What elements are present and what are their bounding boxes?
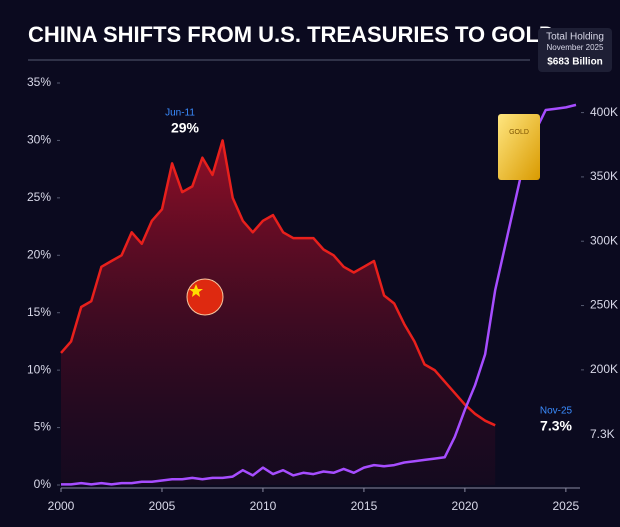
annotation: $683 Billion <box>547 57 603 68</box>
annotation: Nov-25 <box>540 406 573 417</box>
x-tick-label: 2025 <box>553 499 580 513</box>
plot: 0% 5% 10% 15% 20% 25% 30% 35% 200K 250K 300K 350K 40… <box>27 75 618 513</box>
chart-title: CHINA SHIFTS FROM U.S. TREASURIES TO GOL… <box>28 22 555 47</box>
x-tick-label: 2015 <box>351 499 378 513</box>
annotation: 29% <box>171 120 200 136</box>
y2-tick-label: 200K <box>590 362 618 376</box>
y-tick-label: 15% <box>27 305 51 319</box>
y-tick-label: 25% <box>27 190 51 204</box>
y-tick-label: 20% <box>27 247 51 261</box>
gold-bar-icon <box>498 114 540 180</box>
series-line <box>60 139 496 427</box>
china-flag-icon <box>186 278 224 316</box>
annotation: Jun-11 <box>165 108 195 119</box>
y2-tick-label: 300K <box>590 233 618 247</box>
annotation: November 2025 <box>547 43 604 52</box>
series-line <box>61 103 577 486</box>
flag-star <box>189 284 203 297</box>
y2-tick-label: 400K <box>590 105 618 119</box>
y2-tick-label: 350K <box>590 169 618 183</box>
annotation: 7.3% <box>540 418 572 434</box>
y-tick-label: 5% <box>34 420 52 434</box>
y2-tick-label: 250K <box>590 298 618 312</box>
x-tick-label: 2020 <box>452 499 479 513</box>
holding-box <box>538 28 612 72</box>
y-tick-label: 0% <box>34 477 52 491</box>
gold-bar-text: GOLD <box>509 129 529 136</box>
x-tick-label: 2005 <box>149 499 176 513</box>
x-tick-label: 2010 <box>250 499 277 513</box>
area-fill <box>61 140 496 485</box>
y-tick-label: 30% <box>27 133 51 147</box>
y-tick-label: 10% <box>27 362 51 376</box>
annotation: 7.3K <box>590 427 615 441</box>
y-tick-label: 35% <box>27 75 51 89</box>
annotation: Total Holding <box>546 32 604 43</box>
x-tick-label: 2000 <box>48 499 75 513</box>
